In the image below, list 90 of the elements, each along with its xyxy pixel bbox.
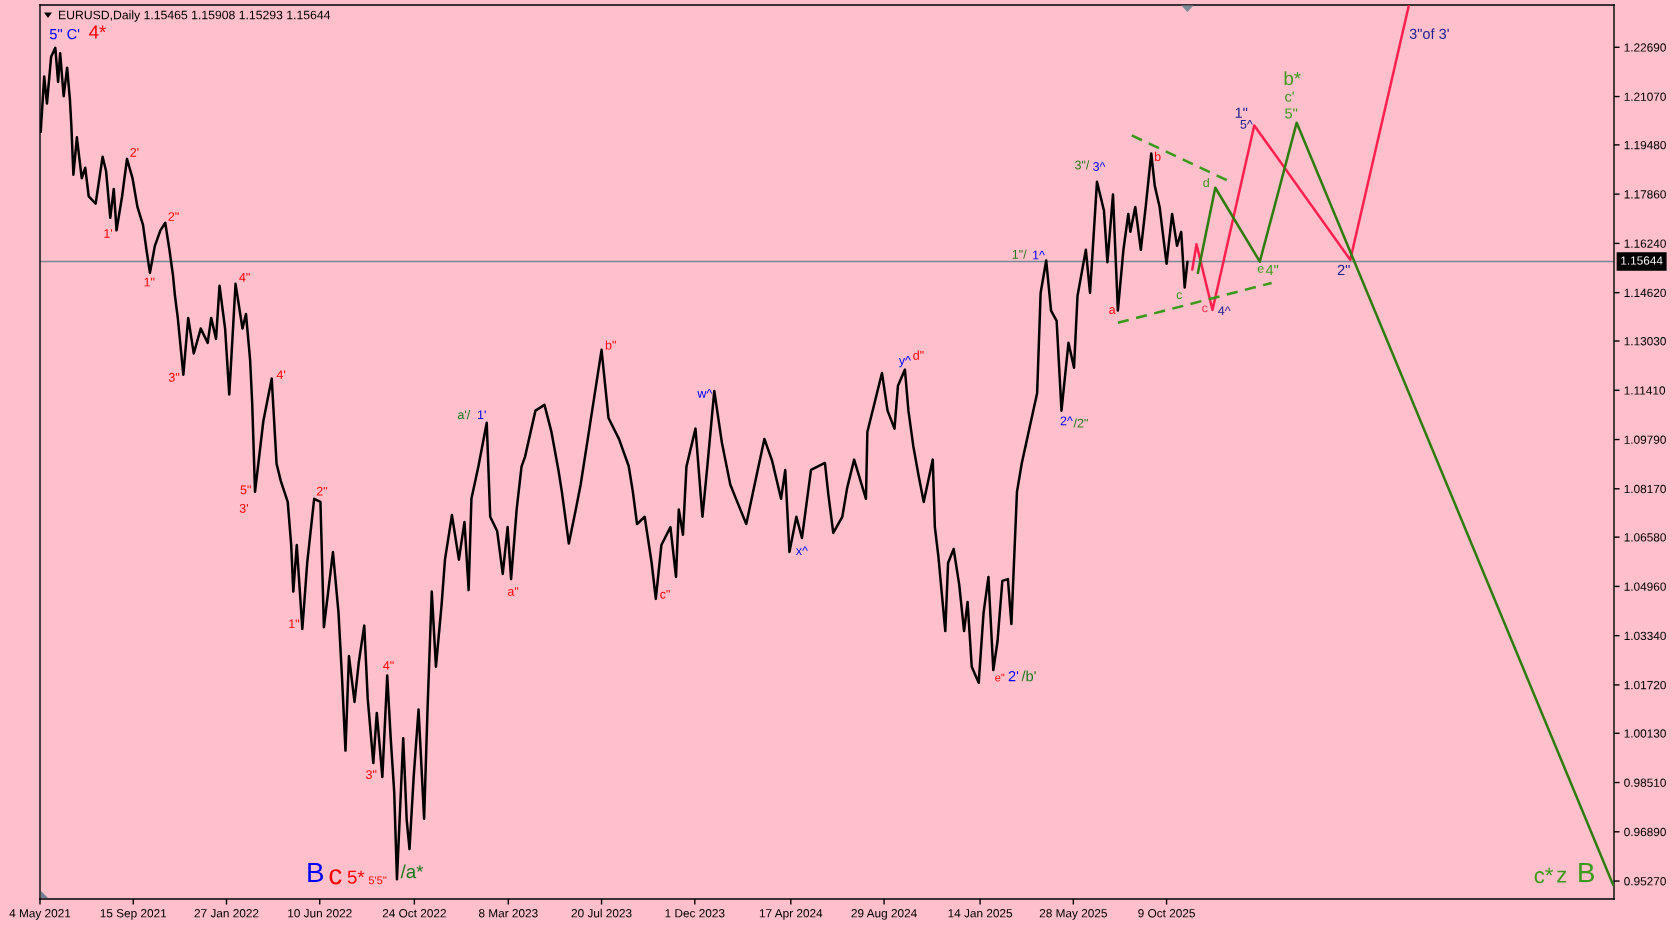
y-tick-label: 1.08170 bbox=[1624, 484, 1666, 494]
y-tick-label: 1.11410 bbox=[1624, 386, 1666, 395]
annotation: 4' bbox=[276, 370, 286, 380]
y-tick-label: 1.16240 bbox=[1624, 239, 1666, 248]
annotation: x^ bbox=[795, 546, 808, 555]
annotation: a'/ bbox=[457, 409, 471, 420]
annotation: 3" bbox=[366, 770, 377, 780]
annotation: b bbox=[1154, 151, 1161, 162]
annotation: 2' bbox=[130, 147, 139, 157]
y-tick-label: 1.19480 bbox=[1624, 140, 1666, 150]
line-series bbox=[1196, 121, 1614, 887]
annotation: 2" bbox=[316, 486, 328, 496]
annotation: 3^ bbox=[1093, 162, 1106, 171]
annotation: w^ bbox=[697, 389, 713, 398]
annotation: b" bbox=[605, 340, 616, 350]
y-tick-label: 1.13030 bbox=[1624, 337, 1666, 346]
annotation: 2" bbox=[1337, 264, 1350, 275]
y-tick-label: 1.01720 bbox=[1624, 680, 1666, 690]
annotation: 3' bbox=[239, 503, 248, 513]
y-tick-label: 1.14620 bbox=[1624, 288, 1666, 298]
annotation: 5^ bbox=[1240, 120, 1253, 129]
annotation: /2" bbox=[1073, 418, 1088, 428]
x-tick-label: 15 Sep 2021 bbox=[100, 909, 167, 920]
x-tick-label: 1 Dec 2023 bbox=[665, 909, 725, 918]
annotation: a" bbox=[507, 587, 519, 596]
x-tick-label: 24 Oct 2022 bbox=[382, 909, 446, 918]
annotation: 1' bbox=[477, 410, 486, 420]
annotation: c bbox=[329, 869, 342, 885]
annotation: z bbox=[1557, 870, 1567, 883]
annotation: /a* bbox=[400, 864, 424, 879]
annotation: 3"of 3' bbox=[1409, 28, 1449, 40]
annotation: 3" bbox=[168, 372, 180, 382]
annotation: 1" bbox=[289, 619, 300, 629]
y-tick-label: 0.98510 bbox=[1624, 778, 1666, 787]
annotation: 4" bbox=[239, 273, 250, 282]
annotation: e" bbox=[995, 673, 1005, 682]
annotation: /b' bbox=[1021, 670, 1036, 682]
x-tick-label: 14 Jan 2025 bbox=[948, 909, 1013, 918]
annotation: a bbox=[1109, 307, 1116, 314]
annotation: c" bbox=[660, 589, 670, 599]
annotation: 1"/ bbox=[1012, 249, 1027, 259]
annotation: 2^ bbox=[1060, 416, 1073, 426]
annotation: 4" bbox=[383, 661, 394, 670]
y-tick-label: 1.17860 bbox=[1624, 190, 1666, 199]
annotation: 4^ bbox=[1218, 306, 1231, 316]
x-tick-label: 8 Mar 2023 bbox=[478, 909, 538, 918]
annotation: c bbox=[1176, 292, 1183, 300]
y-tick-label: 1.22690 bbox=[1624, 43, 1666, 52]
annotation: 5* bbox=[347, 870, 365, 884]
annotation: 5" bbox=[1285, 108, 1298, 119]
annotation: 4* bbox=[89, 25, 107, 39]
y-tick-label: 1.00130 bbox=[1624, 729, 1666, 738]
annotation: c* bbox=[1534, 867, 1554, 884]
annotation: B bbox=[1579, 862, 1594, 883]
annotation: 5" bbox=[240, 485, 251, 495]
annotation: y^ bbox=[898, 356, 911, 368]
annotation: b* bbox=[1284, 71, 1301, 86]
annotation: 1" bbox=[1235, 107, 1248, 118]
x-tick-label: 28 May 2025 bbox=[1039, 909, 1107, 920]
annotation: c bbox=[1202, 305, 1208, 313]
annotation: 1" bbox=[144, 277, 155, 287]
x-tick-label: 29 Aug 2024 bbox=[851, 909, 917, 920]
x-tick-label: 9 Oct 2025 bbox=[1138, 909, 1195, 918]
x-tick-label: 27 Jan 2022 bbox=[194, 909, 259, 918]
annotation: d bbox=[1203, 177, 1209, 188]
y-tick-label: 1.09790 bbox=[1624, 435, 1666, 444]
y-tick-label: 1.21070 bbox=[1624, 92, 1666, 101]
annotation: e bbox=[1257, 265, 1264, 273]
annotation: 4" bbox=[1265, 264, 1279, 276]
annotation: c' bbox=[1285, 91, 1294, 102]
annotation: 5" C' bbox=[49, 28, 80, 40]
chart-title: EURUSD,Daily 1.15465 1.15908 1.15293 1.15644 bbox=[59, 10, 331, 22]
y-tick-label: 0.96890 bbox=[1624, 827, 1666, 837]
ref-line-label: 1.15644 bbox=[1621, 256, 1663, 265]
annotation: 3"/ bbox=[1074, 160, 1090, 170]
annotation: 2' bbox=[1008, 670, 1019, 682]
annotation: 1^ bbox=[1033, 250, 1045, 260]
annotation: B bbox=[308, 862, 324, 883]
annotation: 2" bbox=[168, 212, 179, 221]
annotation: d" bbox=[913, 350, 924, 360]
y-tick-label: 1.06580 bbox=[1624, 533, 1666, 542]
annotation: 1' bbox=[104, 229, 113, 238]
x-tick-label: 20 Jul 2023 bbox=[571, 908, 632, 918]
x-tick-label: 10 Jun 2022 bbox=[288, 909, 352, 918]
y-tick-label: 0.95270 bbox=[1624, 877, 1666, 886]
y-tick-label: 1.03340 bbox=[1624, 631, 1666, 641]
annotation: 5'5" bbox=[368, 876, 387, 885]
x-tick-label: 17 Apr 2024 bbox=[759, 909, 823, 920]
y-tick-label: 1.04960 bbox=[1624, 582, 1666, 591]
x-tick-label: 4 May 2021 bbox=[9, 909, 71, 920]
